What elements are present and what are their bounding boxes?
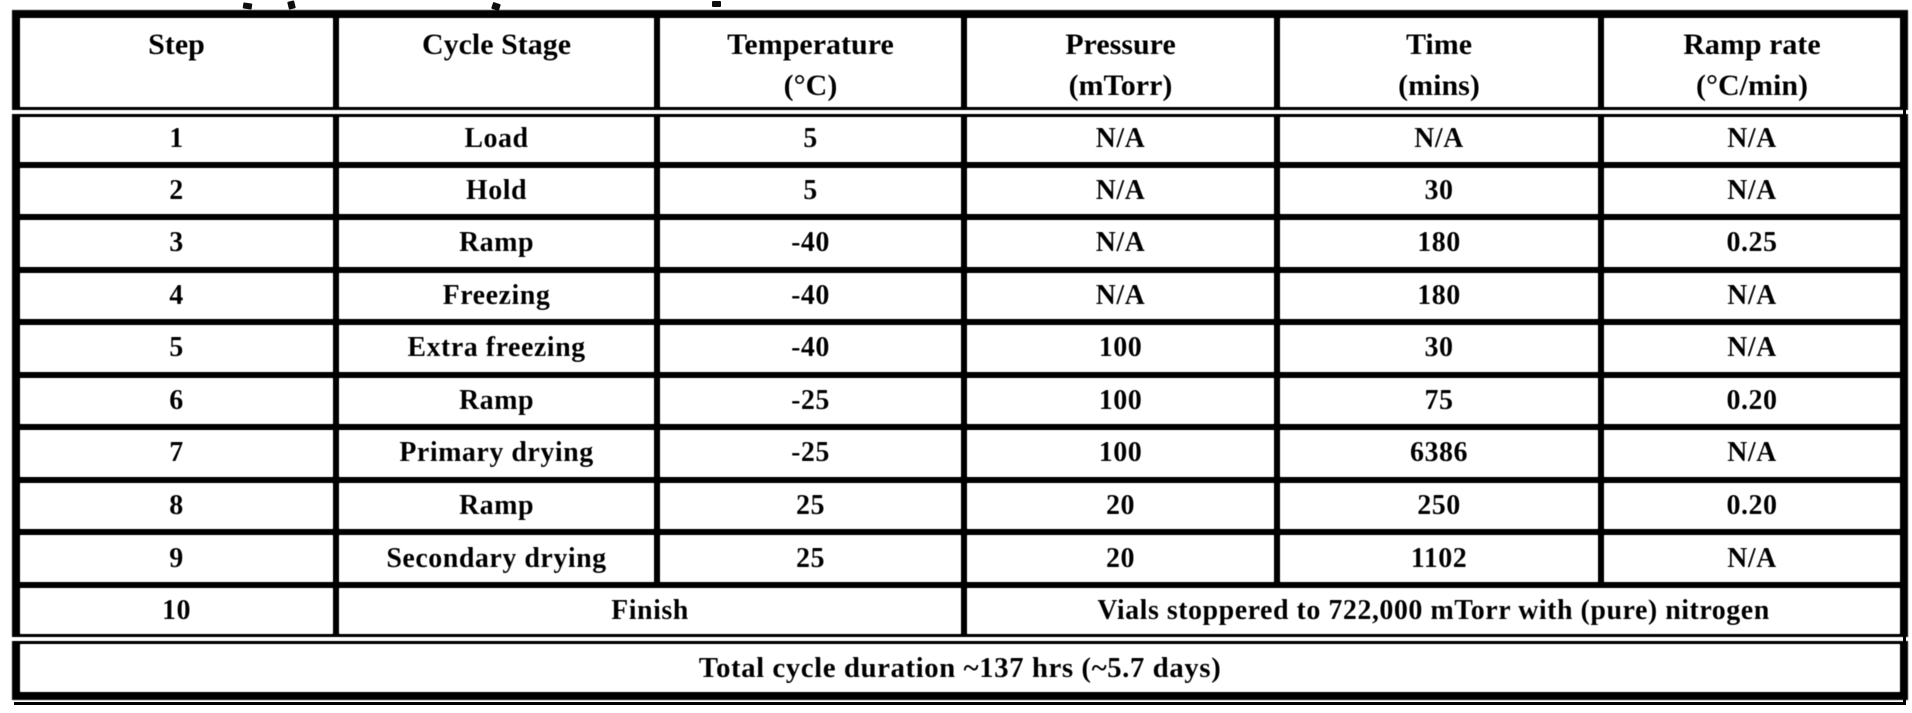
header-label: Ramp rate	[1683, 28, 1821, 61]
outer-scan-line-bottom	[14, 702, 1906, 705]
caption-artifact	[712, 1, 721, 7]
cell-step: 9	[13, 529, 339, 588]
cell-step: 4	[13, 266, 339, 326]
cell-ramp-rate: N/A	[1598, 266, 1907, 326]
cell-pressure: 100	[961, 319, 1280, 378]
header-label: Pressure	[1065, 28, 1176, 61]
cell-ramp-rate: N/A	[1598, 319, 1907, 378]
cell-temperature: -25	[654, 424, 967, 483]
cell-total-duration: Total cycle duration ~137 hrs (~5.7 days…	[13, 634, 1907, 699]
cell-pressure: 20	[961, 476, 1280, 536]
cell-stage: Ramp	[333, 476, 660, 536]
cell-step: 5	[13, 319, 339, 378]
cell-temperature: -40	[654, 214, 967, 273]
cell-stage: Primary drying	[333, 424, 660, 483]
cell-temperature: -40	[654, 266, 967, 326]
cell-stage: Load	[333, 109, 660, 168]
cell-pressure: N/A	[961, 109, 1280, 168]
column-header-pressure: Pressure (mTorr)	[961, 11, 1280, 117]
cell-time: 30	[1274, 161, 1604, 221]
header-unit: (°C)	[783, 68, 838, 102]
column-header-ramp-rate: Ramp rate (°C/min)	[1598, 11, 1907, 117]
finish-row: 10 Finish Vials stoppered to 722,000 mTo…	[13, 581, 1907, 643]
cell-ramp-rate: 0.25	[1598, 214, 1907, 273]
cell-finish-stage: Finish	[333, 581, 967, 643]
cell-step: 6	[13, 371, 339, 431]
caption-artifact	[242, 2, 253, 10]
cell-pressure: N/A	[961, 161, 1280, 221]
cell-temperature: -25	[654, 371, 967, 431]
cell-ramp-rate: 0.20	[1598, 476, 1907, 536]
cell-finish-note: Vials stoppered to 722,000 mTorr with (p…	[961, 581, 1907, 643]
header-label: Time	[1405, 28, 1473, 61]
cell-temperature: 25	[654, 476, 967, 536]
cell-step: 8	[13, 476, 339, 536]
cell-temperature: 5	[654, 109, 967, 168]
cell-temperature: -40	[654, 319, 967, 378]
outer-scan-line-right	[1903, 12, 1906, 702]
caption-artifact	[287, 0, 296, 10]
cell-step: 10	[13, 581, 339, 643]
cell-time: 75	[1274, 371, 1604, 431]
cell-step: 7	[13, 424, 339, 483]
cell-ramp-rate: N/A	[1598, 109, 1907, 168]
cell-pressure: N/A	[961, 266, 1280, 326]
table-row: 7 Primary drying -25 100 6386 N/A	[13, 424, 1907, 483]
header-label: Step	[148, 28, 205, 61]
header-label: Cycle Stage	[421, 28, 572, 61]
header-unit: (mTorr)	[1068, 68, 1173, 102]
cell-temperature: 5	[654, 161, 967, 221]
cell-pressure: 100	[961, 424, 1280, 483]
cell-step: 1	[13, 109, 339, 168]
header-unit: (°C/min)	[1696, 68, 1808, 102]
cell-stage: Ramp	[333, 371, 660, 431]
cell-time: 6386	[1274, 424, 1604, 483]
cell-ramp-rate: N/A	[1598, 529, 1907, 588]
column-header-cycle-stage: Cycle Stage	[333, 11, 660, 117]
cell-pressure: N/A	[961, 214, 1280, 273]
cell-time: 180	[1274, 266, 1604, 326]
table-row: 4 Freezing -40 N/A 180 N/A	[13, 266, 1907, 326]
cell-time: N/A	[1274, 109, 1604, 168]
cell-ramp-rate: 0.20	[1598, 371, 1907, 431]
table-row: 2 Hold 5 N/A 30 N/A	[13, 161, 1907, 221]
column-header-step: Step	[13, 11, 339, 117]
total-duration-row: Total cycle duration ~137 hrs (~5.7 days…	[13, 634, 1907, 699]
cell-step: 3	[13, 214, 339, 273]
cell-temperature: 25	[654, 529, 967, 588]
cell-stage: Freezing	[333, 266, 660, 326]
cell-pressure: 100	[961, 371, 1280, 431]
header-row: Step Cycle Stage Temperature (°C) Pressu…	[13, 11, 1907, 117]
cell-stage: Hold	[333, 161, 660, 221]
lyophilization-cycle-table: Step Cycle Stage Temperature (°C) Pressu…	[12, 10, 1908, 700]
cell-step: 2	[13, 161, 339, 221]
cell-stage: Ramp	[333, 214, 660, 273]
cell-time: 180	[1274, 214, 1604, 273]
cell-pressure: 20	[961, 529, 1280, 588]
table-row: 6 Ramp -25 100 75 0.20	[13, 371, 1907, 431]
table-row: 1 Load 5 N/A N/A N/A	[13, 109, 1907, 168]
cell-time: 250	[1274, 476, 1604, 536]
cell-stage: Secondary drying	[333, 529, 660, 588]
header-label: Temperature	[727, 28, 894, 61]
cell-ramp-rate: N/A	[1598, 424, 1907, 483]
cell-ramp-rate: N/A	[1598, 161, 1907, 221]
table-row: 9 Secondary drying 25 20 1102 N/A	[13, 529, 1907, 588]
cell-time: 30	[1274, 319, 1604, 378]
table-row: 3 Ramp -40 N/A 180 0.25	[13, 214, 1907, 273]
header-unit: (mins)	[1398, 68, 1480, 102]
cell-stage: Extra freezing	[333, 319, 660, 378]
column-header-temperature: Temperature (°C)	[654, 11, 967, 117]
cell-time: 1102	[1274, 529, 1604, 588]
table-row: 8 Ramp 25 20 250 0.20	[13, 476, 1907, 536]
table-row: 5 Extra freezing -40 100 30 N/A	[13, 319, 1907, 378]
column-header-time: Time (mins)	[1274, 11, 1604, 117]
